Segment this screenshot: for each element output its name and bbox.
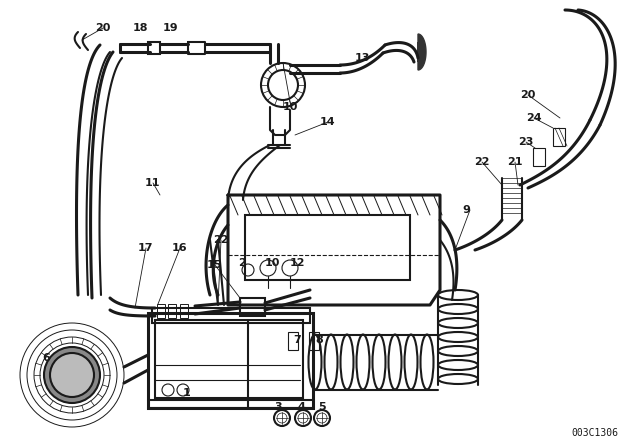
Text: 9: 9 <box>462 205 470 215</box>
Bar <box>288 332 298 350</box>
Text: 12: 12 <box>290 258 305 268</box>
Bar <box>168 304 176 318</box>
Text: 20: 20 <box>520 90 536 100</box>
Text: 7: 7 <box>293 335 301 345</box>
Text: 16: 16 <box>172 243 188 253</box>
Text: 17: 17 <box>138 243 154 253</box>
Text: 003C1306: 003C1306 <box>571 428 618 438</box>
Text: 14: 14 <box>320 117 335 127</box>
Circle shape <box>50 353 94 397</box>
Text: 8: 8 <box>315 335 323 345</box>
Text: 19: 19 <box>163 23 179 33</box>
Bar <box>155 320 303 398</box>
Text: 20: 20 <box>95 23 110 33</box>
Text: 6: 6 <box>42 353 50 363</box>
Bar <box>180 304 188 318</box>
Text: 22: 22 <box>474 157 490 167</box>
Bar <box>245 215 410 280</box>
Text: 10: 10 <box>265 258 280 268</box>
Bar <box>152 308 310 323</box>
Bar <box>157 304 165 318</box>
Text: 10: 10 <box>283 102 298 112</box>
Bar <box>148 313 313 408</box>
Text: 3: 3 <box>274 402 282 412</box>
Polygon shape <box>418 34 426 70</box>
Bar <box>533 148 545 166</box>
Text: 21: 21 <box>507 157 522 167</box>
Text: 5: 5 <box>318 402 326 412</box>
Text: 18: 18 <box>133 23 148 33</box>
Bar <box>148 42 160 54</box>
Text: 13: 13 <box>355 53 371 63</box>
Text: 4: 4 <box>297 402 305 412</box>
Circle shape <box>44 347 100 403</box>
Text: 11: 11 <box>145 178 161 188</box>
Text: 15: 15 <box>207 260 222 270</box>
Text: 2: 2 <box>238 258 246 268</box>
Bar <box>240 298 265 316</box>
Bar <box>553 128 565 146</box>
Text: 23: 23 <box>518 137 533 147</box>
Text: 24: 24 <box>526 113 541 123</box>
Text: 22: 22 <box>213 235 228 245</box>
Bar <box>309 332 319 350</box>
Text: 1: 1 <box>183 388 191 398</box>
